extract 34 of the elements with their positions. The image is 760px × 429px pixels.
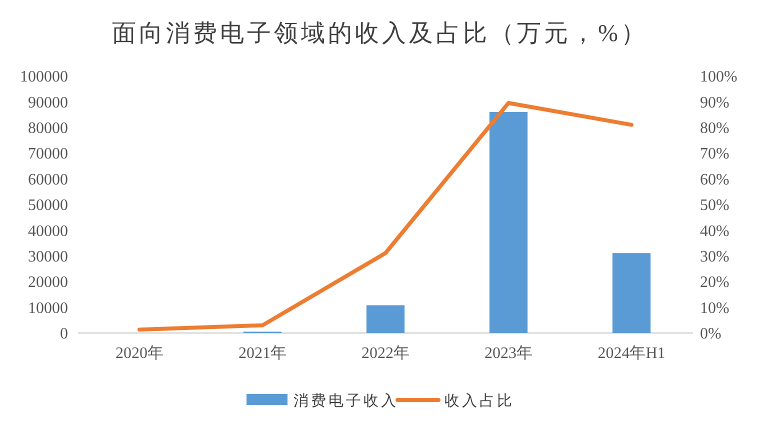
bar: [612, 253, 651, 333]
x-tick-label: 2024年H1: [598, 345, 666, 362]
y-tick-label: 10000: [28, 300, 68, 317]
y-tick-label: 100000: [20, 68, 68, 86]
line-series: [138, 100, 634, 332]
x-tick-label: 2020年: [116, 345, 164, 362]
legend-label: 消费电子收入: [294, 392, 398, 410]
y-tick-label: 30000: [28, 248, 68, 266]
y2-tick-label: 10%: [700, 300, 730, 317]
y-tick-label: 40000: [28, 222, 68, 240]
y-tick-label: 50000: [28, 197, 68, 214]
y2-tick-label: 30%: [700, 248, 730, 266]
y2-tick-label: 90%: [700, 94, 730, 112]
chart-title: 面向消费电子领域的收入及占比（万元，%）: [112, 20, 648, 47]
y-tick-label: 20000: [28, 274, 68, 292]
y2-tick-label: 40%: [700, 222, 730, 240]
y2-tick-label: 80%: [700, 120, 730, 137]
y2-tick-label: 0%: [700, 326, 722, 343]
y2-tick-label: 20%: [700, 274, 730, 292]
legend-label: 收入占比: [444, 392, 514, 410]
y-tick-label: 80000: [28, 120, 68, 137]
x-tick-label: 2023年: [484, 345, 532, 362]
y2-tick-label: 50%: [700, 197, 730, 214]
y2-tick-label: 100%: [700, 68, 738, 86]
y-tick-label: 90000: [28, 94, 68, 112]
y2-tick-label: 70%: [700, 146, 730, 163]
y-tick-label: 60000: [28, 171, 68, 188]
x-tick-label: 2021年: [238, 345, 286, 362]
bar: [489, 112, 528, 333]
y2-tick-label: 60%: [700, 171, 730, 188]
y-tick-label: 70000: [28, 146, 68, 163]
y-tick-label: 0: [60, 326, 68, 343]
x-tick-label: 2022年: [362, 345, 410, 362]
bar: [366, 305, 405, 333]
